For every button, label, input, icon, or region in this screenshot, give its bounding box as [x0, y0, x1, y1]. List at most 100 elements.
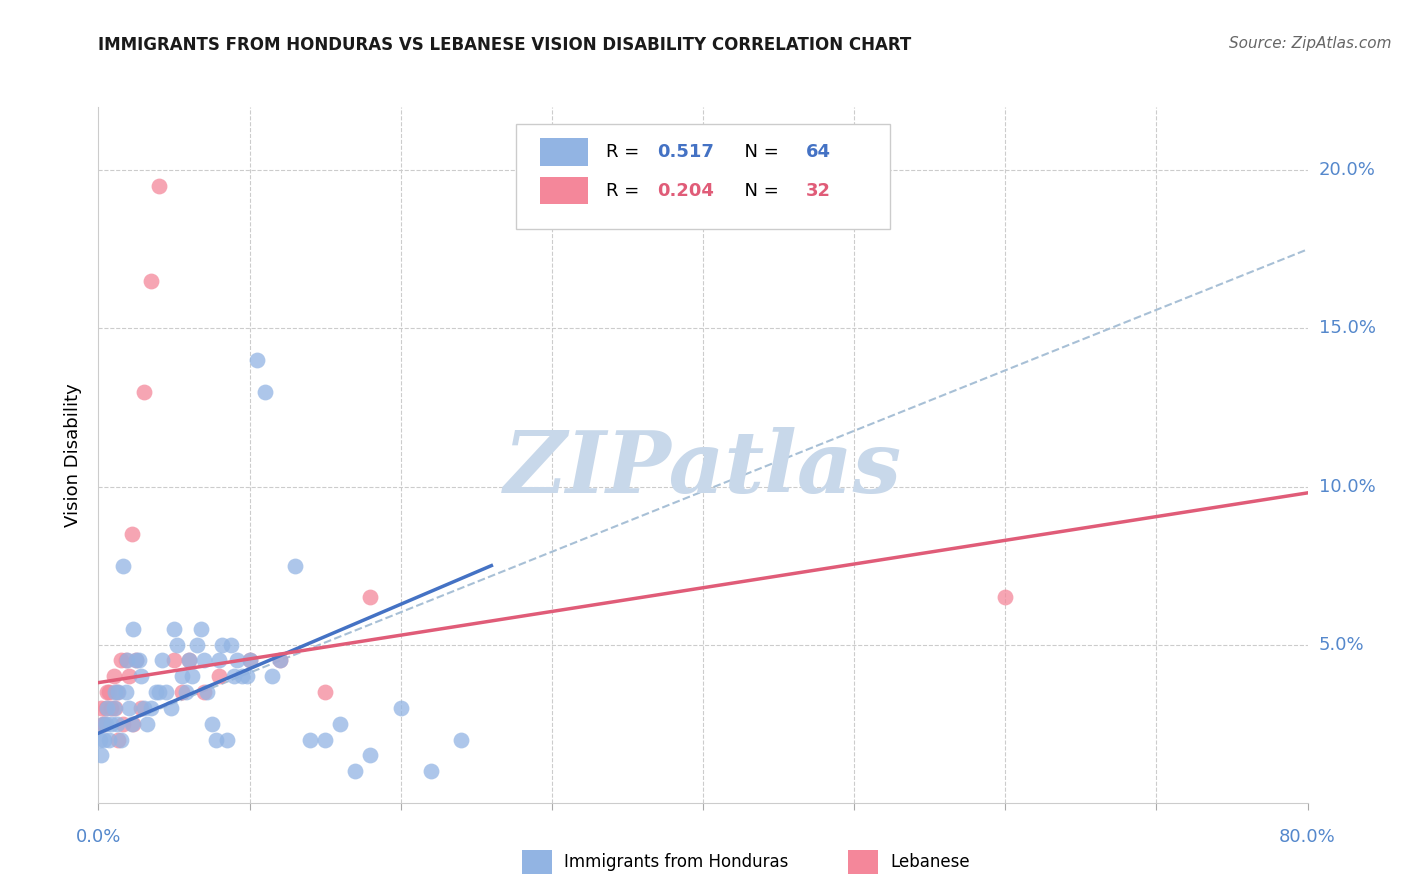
Point — [208, 653, 231, 667]
Point — [155, 685, 177, 699]
Point — [107, 685, 129, 699]
Point — [122, 622, 145, 636]
Point — [129, 669, 152, 683]
Point — [181, 669, 204, 683]
Point — [284, 558, 307, 573]
Point — [166, 638, 188, 652]
Point — [314, 685, 336, 699]
Point — [231, 669, 253, 683]
Point — [93, 716, 115, 731]
Point — [163, 653, 186, 667]
Text: R =: R = — [606, 144, 645, 161]
Text: 0.204: 0.204 — [657, 182, 714, 200]
Point — [344, 764, 367, 779]
Point — [389, 701, 412, 715]
FancyBboxPatch shape — [540, 138, 588, 166]
Point — [148, 179, 170, 194]
Point — [115, 653, 138, 667]
Point — [105, 716, 128, 731]
Point — [110, 653, 132, 667]
Point — [121, 527, 143, 541]
Point — [91, 716, 114, 731]
Point — [135, 716, 157, 731]
Point — [105, 685, 128, 699]
Point — [224, 669, 246, 683]
Y-axis label: Vision Disability: Vision Disability — [65, 383, 83, 527]
Point — [190, 622, 212, 636]
Text: Immigrants from Honduras: Immigrants from Honduras — [564, 853, 789, 871]
Text: 80.0%: 80.0% — [1279, 828, 1336, 846]
Text: 0.0%: 0.0% — [76, 828, 121, 846]
Point — [329, 716, 352, 731]
Point — [98, 732, 121, 747]
Point — [110, 732, 132, 747]
Point — [193, 653, 215, 667]
Text: R =: R = — [606, 182, 645, 200]
Point — [90, 701, 112, 715]
Point — [103, 701, 125, 715]
Point — [100, 716, 122, 731]
Point — [195, 685, 218, 699]
Point — [107, 732, 129, 747]
Point — [94, 701, 117, 715]
Point — [193, 685, 215, 699]
Text: N =: N = — [734, 182, 785, 200]
Point — [269, 653, 291, 667]
Point — [253, 384, 276, 399]
Point — [235, 669, 257, 683]
Point — [246, 353, 269, 368]
Point — [262, 669, 284, 683]
Point — [103, 669, 125, 683]
Text: 0.517: 0.517 — [657, 144, 714, 161]
Point — [179, 653, 201, 667]
Text: 32: 32 — [806, 182, 831, 200]
Point — [122, 716, 145, 731]
Point — [360, 748, 382, 763]
FancyBboxPatch shape — [540, 177, 588, 204]
FancyBboxPatch shape — [522, 850, 551, 874]
Point — [170, 685, 193, 699]
Point — [360, 591, 382, 605]
Point — [98, 685, 121, 699]
Point — [125, 653, 148, 667]
Point — [150, 653, 173, 667]
Point — [96, 701, 118, 715]
Point — [170, 669, 193, 683]
Point — [90, 748, 112, 763]
Point — [96, 685, 118, 699]
Point — [111, 558, 134, 573]
Point — [111, 716, 134, 731]
Point — [91, 716, 114, 731]
Point — [201, 716, 224, 731]
Point — [239, 653, 262, 667]
Point — [114, 685, 136, 699]
Point — [141, 701, 163, 715]
Point — [239, 653, 262, 667]
Point — [208, 669, 231, 683]
Text: N =: N = — [734, 144, 785, 161]
Point — [160, 701, 183, 715]
Text: 20.0%: 20.0% — [1319, 161, 1375, 179]
Text: 15.0%: 15.0% — [1319, 319, 1375, 337]
FancyBboxPatch shape — [848, 850, 879, 874]
Point — [114, 653, 136, 667]
Point — [163, 622, 186, 636]
Point — [118, 701, 141, 715]
Point — [186, 638, 208, 652]
Point — [89, 732, 111, 747]
Text: 5.0%: 5.0% — [1319, 636, 1364, 654]
Point — [141, 274, 163, 288]
Text: Source: ZipAtlas.com: Source: ZipAtlas.com — [1229, 36, 1392, 51]
Point — [215, 732, 238, 747]
Point — [118, 669, 141, 683]
Point — [994, 591, 1017, 605]
Point — [104, 701, 127, 715]
Point — [94, 716, 117, 731]
Point — [211, 638, 233, 652]
Point — [148, 685, 170, 699]
Point — [145, 685, 167, 699]
Point — [179, 653, 201, 667]
Point — [128, 653, 150, 667]
Text: 64: 64 — [806, 144, 831, 161]
Point — [226, 653, 249, 667]
